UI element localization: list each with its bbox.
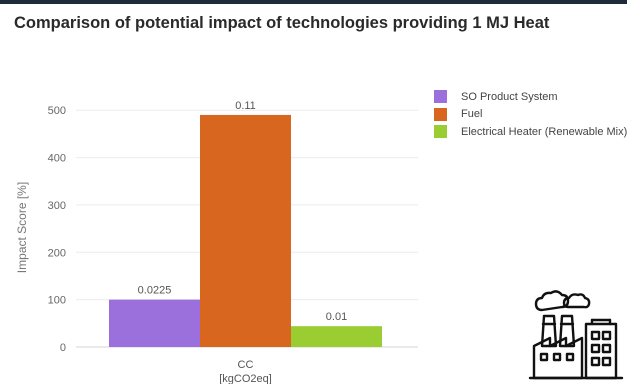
- bar-electrical-heater-renewable-mix[interactable]: [291, 326, 382, 347]
- legend-item-electrical-heater[interactable]: Electrical Heater (Renewable Mix): [434, 123, 627, 141]
- legend-label: Fuel: [461, 108, 483, 121]
- legend-item-fuel[interactable]: Fuel: [434, 106, 627, 124]
- y-tick-label: 0: [60, 342, 66, 354]
- y-axis-label: Impact Score [%]: [15, 182, 29, 273]
- x-category-label: CC: [238, 359, 254, 371]
- legend-swatch-so-product-system: [434, 90, 447, 104]
- y-tick-label: 500: [48, 105, 66, 117]
- y-tick-label: 100: [48, 295, 66, 307]
- legend: SO Product System Fuel Electrical Heater…: [434, 88, 627, 141]
- legend-swatch-electrical-heater: [434, 125, 447, 139]
- legend-label: SO Product System: [461, 90, 558, 103]
- top-border: [0, 0, 627, 4]
- bar-value-label: 0.0225: [138, 285, 172, 297]
- chart-title: Comparison of potential impact of techno…: [14, 14, 550, 32]
- factory-icon: [528, 290, 624, 380]
- y-tick-label: 400: [48, 153, 66, 165]
- legend-item-so-product-system[interactable]: SO Product System: [434, 88, 627, 106]
- legend-swatch-fuel: [434, 107, 447, 121]
- bar-value-label: 0.11: [235, 100, 256, 112]
- bar-value-labels: 0.0225 0.11 0.01: [138, 100, 348, 323]
- x-category-unit: [kgCO2eq]: [219, 373, 272, 384]
- bars: [109, 114, 382, 348]
- y-axis-ticks: 0 100 200 300 400 500: [48, 105, 66, 354]
- bar-so-product-system[interactable]: [109, 299, 200, 347]
- legend-label: Electrical Heater (Renewable Mix): [461, 125, 627, 138]
- y-tick-label: 300: [48, 200, 66, 212]
- bar-fuel[interactable]: [200, 114, 291, 348]
- y-tick-label: 200: [48, 247, 66, 259]
- bar-value-label: 0.01: [326, 311, 347, 323]
